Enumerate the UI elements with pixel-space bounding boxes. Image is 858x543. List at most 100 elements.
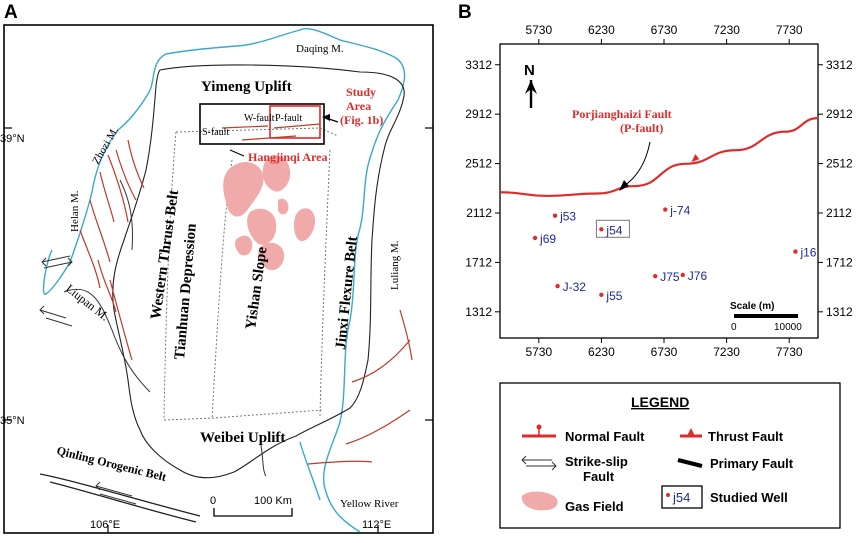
y-tick-right-label: 1712 [826,255,853,269]
y-tick-right-label: 2112 [826,206,852,220]
y-tick-left-label: 1712 [465,255,492,269]
weibei-uplift-label: Weibei Uplift [200,430,285,446]
well-label-j54: j54 [605,223,622,237]
well-point-j-32 [555,283,560,289]
well-plot-frame [499,43,819,339]
x-tick-bottom-label: 7730 [776,345,803,359]
study-area-box [269,105,321,139]
x-tick-top-label: 6730 [651,23,678,37]
s-fault-label: S-fault [202,127,229,138]
well-point-j54 [599,227,604,232]
normal-fault-symbol [522,424,556,438]
strike-slip-arrows [39,255,137,505]
gas-field-symbol [521,491,558,511]
latitude-39-label: 39°N [0,133,25,145]
well-label-j-32: J-32 [563,280,587,294]
qinling-orogenic-belt-label: Qinling Orogenic Belt [55,443,167,484]
qinling-belt-lines [39,473,201,523]
studied-well-label: Studied Well [710,490,788,505]
panel-a-label: A [4,2,18,23]
well-point-j53 [552,213,558,218]
western-faults [79,139,145,361]
north-arrow: N [524,62,537,108]
studied-well-symbol: j54 [661,485,703,509]
scale-km-label: 100 Km [254,495,292,507]
x-tick-bottom-label: 6730 [651,345,678,359]
fault-label-arrowhead [619,180,629,191]
ordos-basin-outline [112,64,405,479]
well-label-j75: J75 [660,270,680,284]
map-tick-marks [4,127,433,533]
gas-field-label: Gas Field [565,499,624,514]
liupan-mountain-label: Liupan M. [63,281,112,323]
y-tick-right-label: 1312 [826,305,853,319]
yimeng-uplift-label: Yimeng Uplift [201,79,292,95]
studied-well-box [595,219,630,238]
y-tick-left-label: 3312 [465,58,492,72]
normal-fault-label: Normal Fault [565,429,645,444]
well-markers: j53 j54 j-74 j69 j16 J75 J76 J-32 j55 [532,204,817,303]
y-tick-right-label: 2512 [826,157,853,171]
primary-fault-symbol [677,458,703,468]
strike-slip-label: Strike-slip Fault [565,454,631,484]
daqing-mountain-label: Daqing M. [296,43,344,55]
y-tick-left-label: 1312 [465,305,492,319]
well-label-j55: j55 [605,289,622,303]
yellow-river [42,28,406,533]
tianhuan-depression-label: Tianhuan Depression [172,222,200,360]
jinxi-flexure-belt-label: Jinxi Flexure Belt [333,235,361,350]
legend: LEGEND Normal Fault Thrust Fault Strike-… [499,382,841,529]
longitude-112-label: 112°E [362,519,391,531]
well-point-j16 [793,249,798,254]
y-tick-right-label: 2912 [826,107,853,121]
latitude-35-label: 35°N [0,415,25,427]
helan-mountain-label: Helan M. [69,190,81,232]
y-tick-left-label: 2512 [465,157,492,171]
well-point-j69 [532,235,538,241]
porjianghaizi-fault-line [499,117,819,198]
well-scale-max: 10000 [774,322,802,333]
x-tick-top-label: 7730 [776,23,803,37]
strike-slip-symbol [521,455,557,471]
eastern-faults [307,309,413,465]
gas-fields [223,155,316,271]
map-scale-bar: 0 100 Km [210,495,293,517]
north-letter: N [524,62,535,79]
p-fault-label: P-fault [275,113,302,124]
yellow-river-label: Yellow River [340,498,399,510]
regional-boundaries [63,179,267,477]
panel-a-frame [3,24,434,534]
hangjinqi-area-label: Hangjinqi Area [248,150,327,164]
study-area-faults [221,123,321,141]
x-tick-top-label: 6230 [588,23,615,37]
well-point-j75 [653,274,658,279]
y-tick-left-label: 2912 [465,107,492,121]
longitude-106-label: 106°E [90,519,120,531]
y-tick-left-label: 2112 [466,206,492,220]
well-label-j53: j53 [559,210,576,224]
porjianghaizi-fault-label: Porjianghaizi Fault (P-fault) [572,107,675,135]
scale-zero-label: 0 [210,495,216,507]
luliang-mountain-label: Luliang M. [389,240,401,290]
well-label-j16: j16 [799,246,816,260]
x-tick-top-label: 7230 [713,23,740,37]
thrust-fault-label: Thrust Fault [708,429,784,444]
zhuozi-mountain-label: Zhozi M. [90,125,121,167]
thrust-fault-symbol [680,428,702,438]
panel-b-label: B [458,2,472,23]
legend-frame [499,382,841,529]
well-point-j76 [680,272,685,278]
well-point-j55 [599,292,604,297]
well-point-j-74 [663,207,668,212]
well-label-j69: j69 [539,232,556,246]
well-label-j76: J76 [688,269,708,283]
thrust-fault-tooth [691,154,700,163]
hangjinqi-area-box [199,103,325,145]
well-scale-bar: Scale (m) 0 10000 [730,301,802,333]
y-tick-right-label: 3312 [826,58,853,72]
x-tick-bottom-label: 5730 [525,345,552,359]
x-tick-bottom-label: 7230 [713,345,740,359]
study-area-label: Study Area (Fig. 1b) [340,85,383,127]
panel-b-well-map: B 5730 5730 6230 6230 6730 6730 7230 7230 7730 77… [458,2,853,359]
